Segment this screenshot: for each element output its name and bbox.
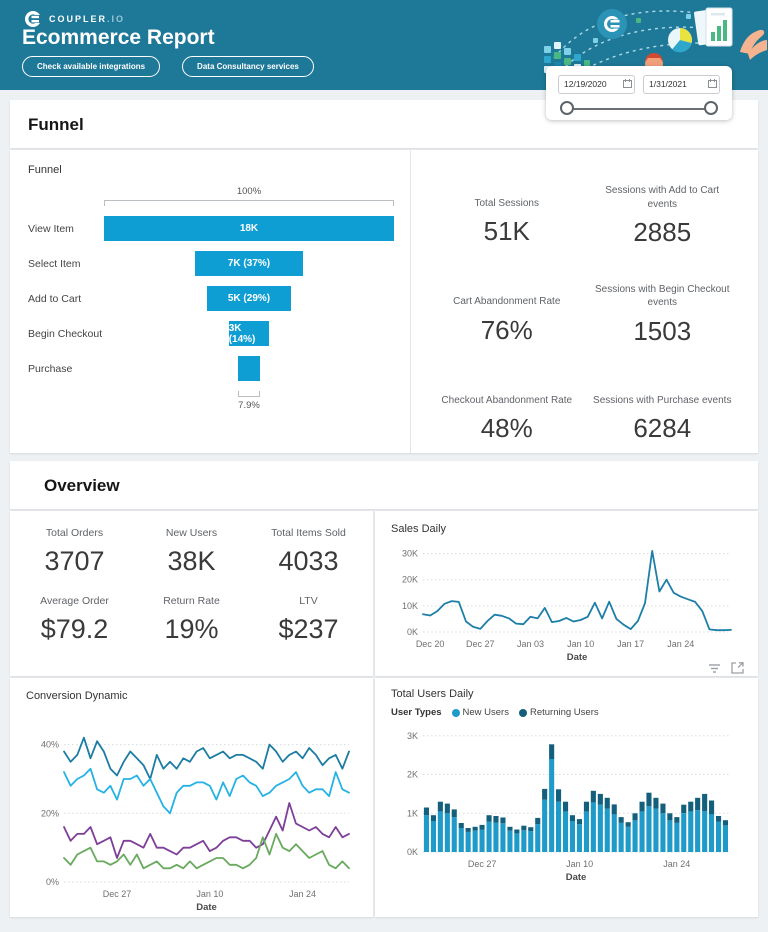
- scorecard-total-items-sold: Total Items Sold 4033: [271, 527, 346, 576]
- sales-daily-card: Sales Daily 0K 10K 20K 30K Date Dec 20 Dec 27 J…: [375, 511, 758, 676]
- svg-text:40%: 40%: [41, 740, 59, 750]
- date-range-slider[interactable]: [558, 100, 720, 118]
- svg-text:20K: 20K: [402, 575, 418, 585]
- svg-text:0K: 0K: [407, 847, 418, 857]
- calendar-icon[interactable]: [623, 79, 632, 88]
- total-users-daily-title: Total Users Daily: [391, 688, 474, 700]
- user-types-legend: User Types New Users Returning Users: [391, 707, 599, 718]
- page-title: Ecommerce Report: [22, 26, 215, 49]
- svg-text:2K: 2K: [407, 770, 418, 780]
- total-users-daily-card: Total Users Daily User Types New Users R…: [375, 662, 758, 917]
- svg-text:1K: 1K: [407, 808, 418, 818]
- svg-text:Dec 27: Dec 27: [468, 859, 497, 869]
- slider-track[interactable]: [566, 107, 712, 110]
- legend-returning-users[interactable]: Returning Users: [518, 707, 599, 718]
- svg-text:Jan 24: Jan 24: [289, 889, 316, 899]
- conversion-dynamic-chart: 0% 20% 40% Date Dec 27 Jan 10 Jan 24: [26, 716, 363, 919]
- conversion-dynamic-title: Conversion Dynamic: [26, 690, 128, 702]
- svg-text:Jan 24: Jan 24: [667, 639, 694, 649]
- svg-text:Dec 27: Dec 27: [103, 889, 132, 899]
- illustration-pie-chart: [668, 28, 692, 53]
- svg-text:0K: 0K: [407, 627, 418, 637]
- header: COUPLER.IO Ecommerce Report Check availa…: [0, 0, 768, 90]
- couplerio-logo-icon: [24, 10, 42, 28]
- conversion-dynamic-card: Conversion Dynamic 0% 20% 40% Date Dec 27 Jan…: [10, 678, 373, 917]
- stat-sessions-begin-checkout: Sessions with Begin Checkout events 1503: [594, 283, 730, 346]
- funnel-chart-body: 100% View Item 18K Select Item 7K (37%) Add t…: [28, 186, 406, 411]
- svg-text:Jan 17: Jan 17: [617, 639, 644, 649]
- illustration-hand: [740, 29, 767, 60]
- scorecard-new-users: New Users 38K: [165, 527, 218, 576]
- scorecard-ltv: LTV $237: [278, 595, 339, 644]
- total-users-daily-chart: 0K 1K 2K 3K Date Dec 27 Jan 10 Jan 24: [391, 722, 748, 889]
- logo[interactable]: COUPLER.IO: [24, 10, 125, 28]
- svg-text:0%: 0%: [46, 877, 59, 887]
- stat-checkout-abandonment-rate: Checkout Abandonment Rate 48%: [441, 394, 573, 444]
- svg-text:Jan 03: Jan 03: [517, 639, 544, 649]
- svg-text:Dec 20: Dec 20: [416, 639, 445, 649]
- funnel-stats-panel: Total Sessions 51K Sessions with Add to …: [410, 150, 758, 453]
- filter-icon[interactable]: [708, 662, 721, 674]
- stat-sessions-purchase: Sessions with Purchase events 6284: [593, 394, 732, 444]
- stat-sessions-add-to-cart: Sessions with Add to Cart events 2885: [605, 185, 720, 247]
- svg-text:Jan 24: Jan 24: [663, 859, 690, 869]
- stat-total-sessions: Total Sessions 51K: [474, 197, 539, 247]
- end-date-field: [643, 74, 720, 94]
- check-integrations-button[interactable]: Check available integrations: [22, 56, 161, 77]
- date-range-picker: [546, 66, 732, 120]
- slider-handle-start[interactable]: [560, 100, 574, 115]
- legend-new-users[interactable]: New Users: [451, 707, 509, 718]
- svg-text:Jan 10: Jan 10: [196, 889, 223, 899]
- funnel-section-heading: Funnel: [10, 100, 758, 148]
- data-consultancy-button[interactable]: Data Consultancy services: [182, 56, 314, 77]
- svg-text:Jan 10: Jan 10: [566, 859, 593, 869]
- overview-scorecards: Total Orders 3707 New Users 38K Total It…: [10, 511, 373, 676]
- scorecard-return-rate: Return Rate 19%: [163, 595, 220, 644]
- chart-toolbar: [708, 662, 744, 674]
- overview-section-heading: Overview: [10, 461, 758, 509]
- expand-icon[interactable]: [731, 662, 744, 674]
- svg-text:Jan 10: Jan 10: [567, 639, 594, 649]
- svg-text:10K: 10K: [402, 601, 418, 611]
- calendar-icon[interactable]: [708, 79, 717, 88]
- svg-text:Dec 27: Dec 27: [466, 639, 495, 649]
- svg-text:3K: 3K: [407, 731, 418, 741]
- sales-daily-title: Sales Daily: [391, 523, 447, 535]
- slider-handle-end[interactable]: [704, 100, 718, 115]
- scorecard-average-order: Average Order $79.2: [40, 595, 109, 644]
- illustration-coupler-badge: [597, 9, 627, 39]
- svg-text:Date: Date: [196, 902, 217, 913]
- scorecard-total-orders: Total Orders 3707: [44, 527, 105, 576]
- overview-section: Overview Total Orders 3707 New Users 38K…: [10, 461, 758, 917]
- funnel-chart-title: Funnel: [28, 164, 62, 176]
- svg-text:Date: Date: [566, 872, 587, 883]
- svg-text:20%: 20%: [41, 808, 59, 818]
- returning-users-dot-icon: [518, 708, 527, 717]
- svg-text:30K: 30K: [402, 549, 418, 559]
- sales-daily-chart: 0K 10K 20K 30K Date Dec 20 Dec 27 Jan 03 Jan 10 J…: [391, 539, 748, 669]
- funnel-chart: Funnel 100% View Item 18K Select Item 7K (37…: [10, 150, 410, 453]
- start-date-field: [558, 74, 635, 94]
- stat-cart-abandonment-rate: Cart Abandonment Rate 76%: [453, 296, 561, 345]
- start-date-input[interactable]: [558, 74, 635, 94]
- logo-text: COUPLER.IO: [49, 14, 126, 24]
- header-buttons: Check available integrations Data Consul…: [22, 56, 314, 77]
- funnel-section: Funnel Funnel 100% View Item 18K Select Ite…: [10, 100, 758, 453]
- svg-text:Date: Date: [567, 652, 588, 663]
- end-date-input[interactable]: [643, 74, 720, 94]
- new-users-dot-icon: [451, 708, 460, 717]
- illustration-report-doc: [694, 7, 733, 47]
